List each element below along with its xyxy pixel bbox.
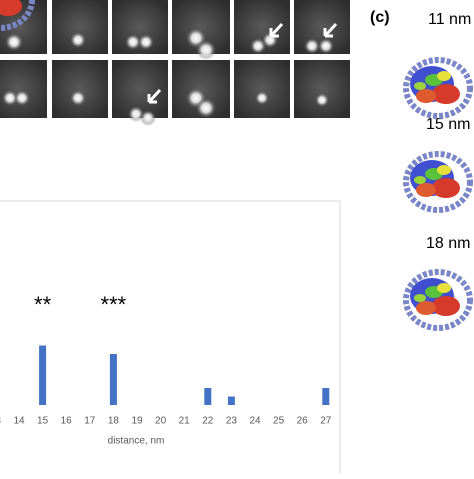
x-tick-label: 13 — [0, 416, 1, 427]
chart-frame — [0, 200, 341, 479]
x-tick-label: 19 — [131, 416, 143, 427]
x-tick-label: 24 — [249, 416, 261, 427]
structure-label: 18 nm — [426, 235, 470, 252]
x-tick-label: 26 — [297, 416, 309, 427]
x-tick-label: 18 — [108, 416, 120, 427]
micrographs — [0, 0, 350, 126]
x-tick-label: 15 — [37, 416, 49, 427]
x-tick-label: 22 — [202, 416, 214, 427]
bar — [39, 345, 47, 405]
bar — [109, 354, 117, 405]
annotation: ** — [34, 292, 52, 317]
x-tick-label: 16 — [61, 416, 73, 427]
bar — [322, 388, 330, 405]
panel-label: (c) — [370, 9, 390, 26]
structure-label: 11 nm — [428, 11, 471, 28]
x-tick-label: 27 — [320, 416, 332, 427]
structure-label: 15 nm — [426, 116, 470, 133]
annotation: *** — [101, 292, 127, 317]
bar — [227, 396, 235, 405]
bar — [204, 388, 212, 405]
x-tick-label: 17 — [84, 416, 96, 427]
x-tick-label: 20 — [155, 416, 167, 427]
x-tick-label: 23 — [226, 416, 238, 427]
x-tick-label: 14 — [13, 416, 25, 427]
protein-structure — [0, 0, 35, 31]
x-axis-label: distance, nm — [108, 436, 165, 447]
x-tick-label: 25 — [273, 416, 285, 427]
x-tick-label: 21 — [179, 416, 191, 427]
